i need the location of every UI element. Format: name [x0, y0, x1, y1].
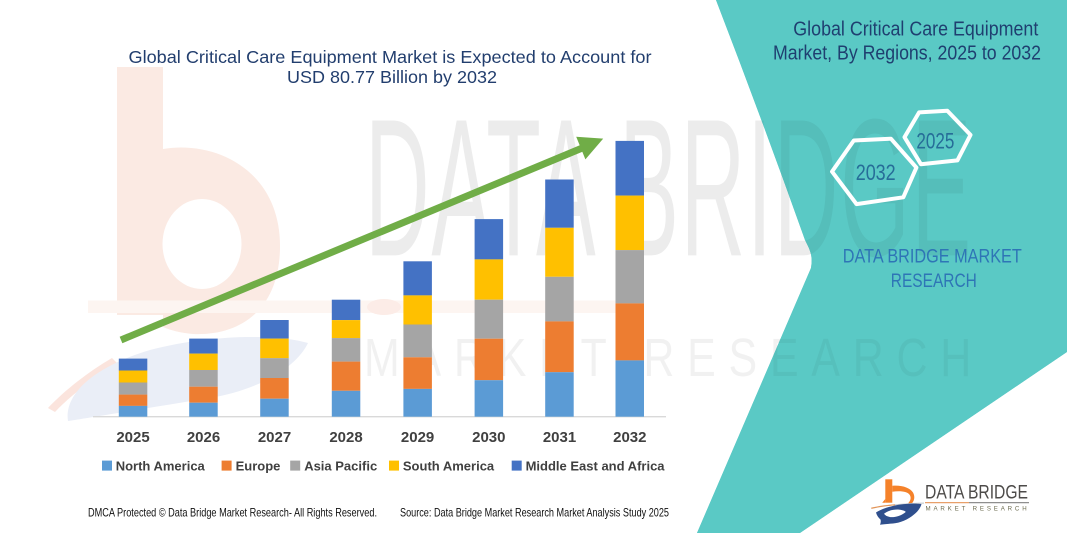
svg-text:Source: Data Bridge Market Res: Source: Data Bridge Market Research Mark… [400, 506, 669, 520]
svg-text:Europe: Europe [236, 458, 281, 473]
svg-text:RESEARCH: RESEARCH [891, 271, 977, 292]
svg-text:Global Critical Care Equipment: Global Critical Care Equipment Market is… [129, 47, 652, 67]
svg-text:2026: 2026 [187, 429, 220, 446]
svg-text:Global Critical Care Equipment: Global Critical Care Equipment [793, 19, 1038, 41]
svg-text:MARKET RESEARCH: MARKET RESEARCH [926, 505, 1030, 512]
svg-text:DATA BRIDGE: DATA BRIDGE [925, 481, 1028, 503]
svg-text:USD 80.77 Billion by 2032: USD 80.77 Billion by 2032 [287, 67, 497, 87]
svg-text:Middle East and Africa: Middle East and Africa [526, 458, 666, 473]
svg-text:Asia Pacific: Asia Pacific [304, 458, 377, 473]
svg-text:2025: 2025 [116, 429, 149, 446]
svg-text:2028: 2028 [329, 429, 362, 446]
svg-text:2030: 2030 [472, 429, 505, 446]
svg-text:2031: 2031 [543, 429, 576, 446]
svg-text:DMCA Protected © Data Bridge M: DMCA Protected © Data Bridge Market Rese… [88, 506, 377, 520]
svg-text:Market, By Regions, 2025 to 20: Market, By Regions, 2025 to 2032 [773, 43, 1041, 65]
svg-text:2025: 2025 [916, 129, 954, 154]
svg-text:2032: 2032 [613, 429, 646, 446]
svg-text:North America: North America [116, 458, 206, 473]
svg-text:2029: 2029 [401, 429, 434, 446]
svg-text:2027: 2027 [258, 429, 291, 446]
svg-text:DATA BRIDGE MARKET: DATA BRIDGE MARKET [843, 247, 1022, 268]
svg-text:South America: South America [403, 458, 495, 473]
svg-text:2032: 2032 [856, 160, 896, 185]
